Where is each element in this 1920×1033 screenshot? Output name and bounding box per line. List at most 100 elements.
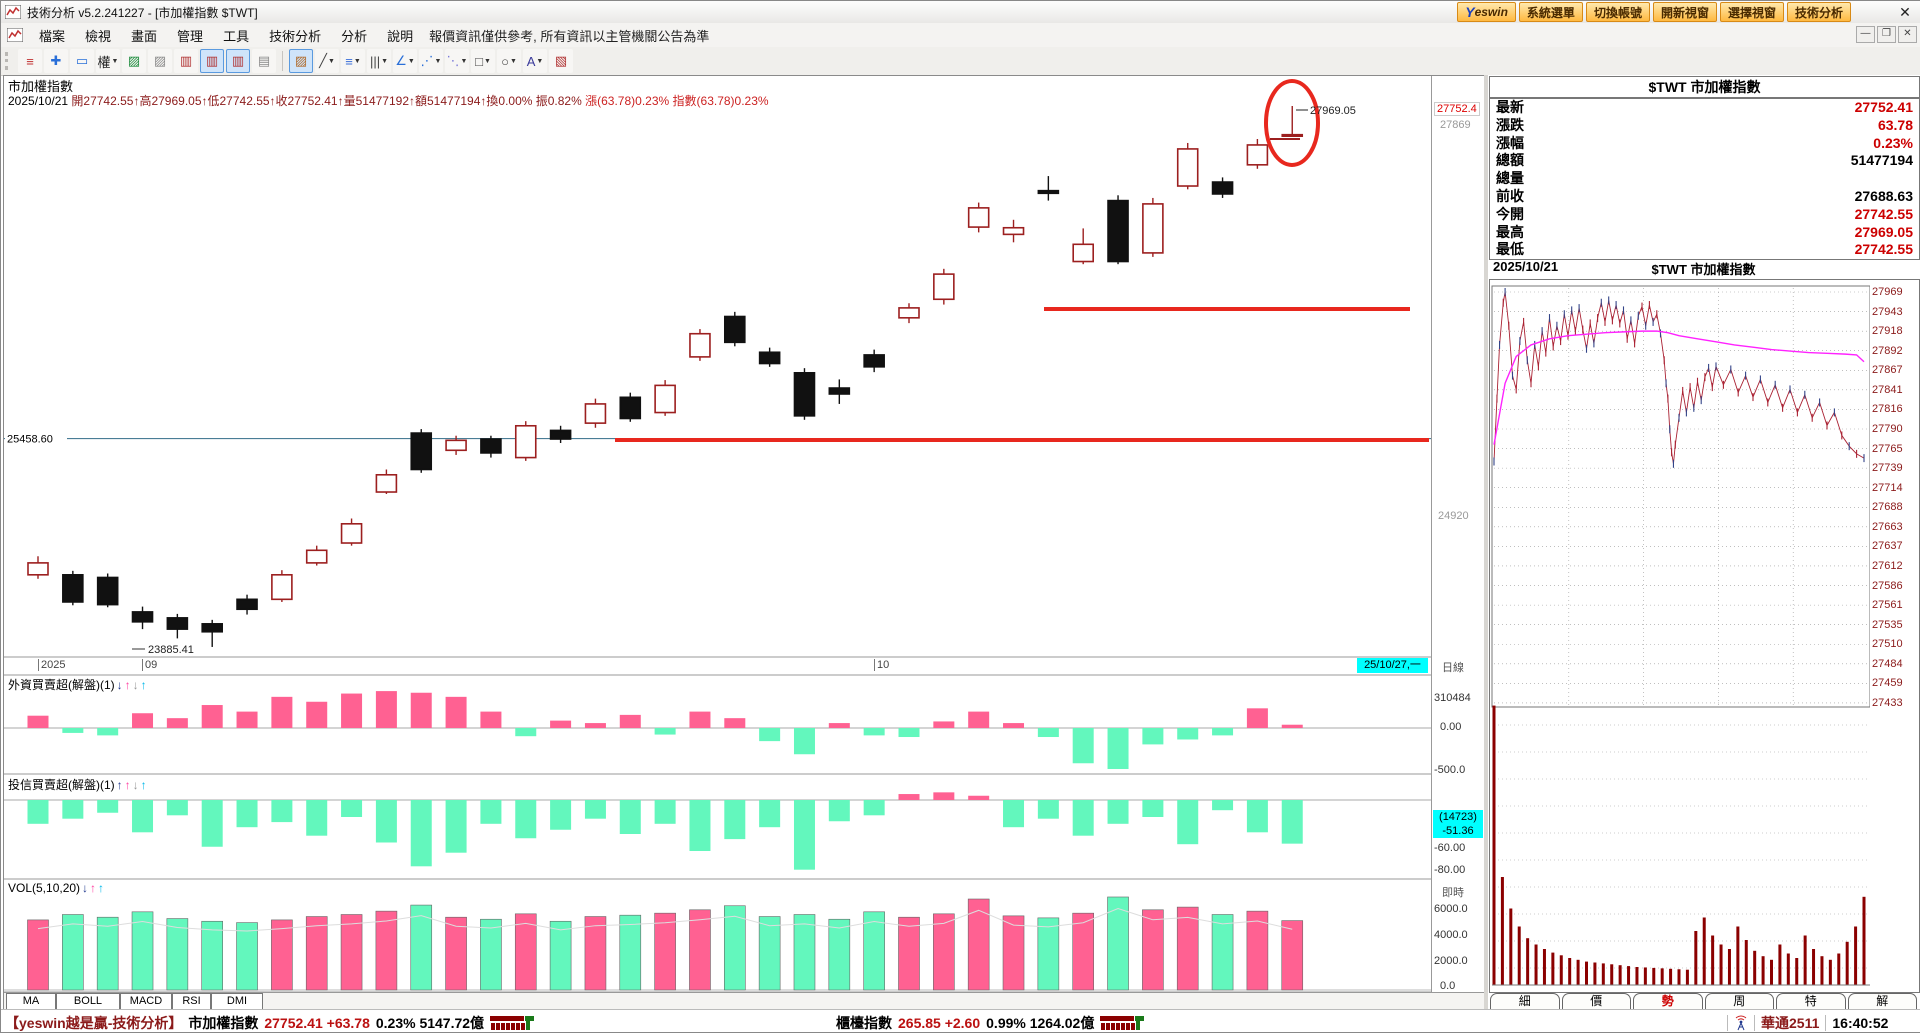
tab-macd[interactable]: MACD xyxy=(120,993,172,1010)
intraday-axis-label: 27586 xyxy=(1872,579,1903,592)
foreign-net-bar xyxy=(341,693,363,728)
trust-net-bar xyxy=(1281,800,1303,844)
line-tool-icon[interactable]: ╱ ▼ xyxy=(315,49,339,73)
svg-text:23885.41: 23885.41 xyxy=(148,644,194,656)
top-button-2[interactable]: 切換帳號 xyxy=(1585,2,1650,22)
daily-candlestick-chart: 25458.60 23885.41 27969.05 xyxy=(4,79,1485,993)
window-split-icon[interactable]: ▭ xyxy=(70,49,94,73)
candle xyxy=(1281,106,1304,137)
channel-tool-icon[interactable]: ⋰ ▼ xyxy=(419,49,443,73)
menu-item-技術分析[interactable]: 技術分析 xyxy=(269,28,322,44)
cursor-date-badge: 25/10/27,一 xyxy=(1357,658,1428,673)
foreign-net-bar xyxy=(654,728,676,735)
trendline-tool-icon[interactable]: ≡ ▼ xyxy=(341,49,365,73)
top-button-5[interactable]: 技術分析 xyxy=(1786,2,1851,22)
vol-axis-4000: 4000.0 xyxy=(1434,929,1468,941)
panel2-indicator-label[interactable]: 投信買賣超(解盤)(1) ↑ ↑ ↓ ↑ xyxy=(8,778,147,792)
intraday-axis-label: 27918 xyxy=(1872,325,1903,338)
right-tab-特[interactable]: 特 xyxy=(1776,993,1846,1009)
period-selector[interactable]: 日線 xyxy=(1442,662,1464,674)
ellipse-tool-icon[interactable]: ○ ▼ xyxy=(497,49,521,73)
chart-gray-icon[interactable]: ▨ xyxy=(148,49,172,73)
intraday-volume-bar xyxy=(1803,935,1807,985)
realtime-label[interactable]: 即時 xyxy=(1442,887,1464,899)
minimize-icon[interactable]: — xyxy=(1856,26,1875,43)
intraday-volume-bar xyxy=(1753,950,1757,985)
volume-bar xyxy=(898,916,920,991)
right-tab-周[interactable]: 周 xyxy=(1704,993,1774,1009)
flag-chart-icon[interactable]: ▧ xyxy=(549,49,573,73)
draw-hatch-icon[interactable]: ▨ xyxy=(289,49,313,73)
right-tab-解[interactable]: 解 xyxy=(1847,993,1917,1009)
intraday-volume-bar xyxy=(1845,941,1849,985)
foreign-net-bar xyxy=(828,723,850,728)
intraday-axis-label: 27943 xyxy=(1872,305,1903,318)
intraday-axis-label: 27816 xyxy=(1872,403,1903,416)
volume-bar xyxy=(549,920,572,991)
right-tab-價[interactable]: 價 xyxy=(1561,993,1631,1009)
right-tab-勢[interactable]: 勢 xyxy=(1633,993,1703,1009)
chart-frame-icon[interactable]: ▥ xyxy=(174,49,198,73)
menu-item-說明[interactable]: 說明 xyxy=(387,28,414,44)
candle xyxy=(1211,177,1234,198)
volume-bar xyxy=(1002,915,1025,991)
volume-bar xyxy=(27,919,49,991)
app-icon xyxy=(5,5,21,19)
menu-item-管理[interactable]: 管理 xyxy=(177,28,204,44)
trust-net-bar xyxy=(445,800,467,853)
status-symbol-1[interactable]: 市加權指數 xyxy=(188,1015,259,1031)
foreign-net-bar xyxy=(1246,708,1268,728)
layout-lines-icon[interactable]: ≡ xyxy=(18,49,42,73)
panel1-indicator-label[interactable]: 外資買賣超(解盤)(1) ↓ ↑ ↓ ↑ xyxy=(8,678,147,692)
hatch-lines-tool-icon[interactable]: ⋱ ▼ xyxy=(445,49,469,73)
tab-boll[interactable]: BOLL xyxy=(56,993,120,1010)
menu-item-工具[interactable]: 工具 xyxy=(223,28,250,44)
move-tool-icon[interactable]: ✚ xyxy=(44,49,68,73)
close-child-icon[interactable]: ✕ xyxy=(1898,26,1917,43)
panel3-indicator-label[interactable]: VOL(5,10,20) ↓ ↑ ↑ xyxy=(8,881,105,895)
rectangle-tool-icon[interactable]: □ ▼ xyxy=(471,49,495,73)
tab-ma[interactable]: MA xyxy=(6,993,56,1010)
menu-item-分析[interactable]: 分析 xyxy=(341,28,368,44)
intraday-volume-bar xyxy=(1812,949,1816,985)
chevron-down-icon: ▼ xyxy=(483,57,491,65)
toolbar-drag-handle[interactable] xyxy=(5,52,13,70)
trust-net-bar xyxy=(1212,800,1234,811)
vertical-lines-tool-icon[interactable]: ||| ▼ xyxy=(367,49,391,73)
panel-splitter[interactable] xyxy=(1484,75,1488,1009)
intraday-axis-label: 27790 xyxy=(1872,422,1903,435)
status-symbol-2[interactable]: 櫃檯指數 xyxy=(836,1015,892,1031)
top-button-3[interactable]: 開新視窗 xyxy=(1652,2,1717,22)
menu-item-畫面[interactable]: 畫面 xyxy=(131,28,158,44)
intraday-chart-box: 27969 27943 27918 27892 27867 27841 27816 27790… xyxy=(1489,279,1920,993)
chart-color-icon[interactable]: ▨ xyxy=(122,49,146,73)
signal-arrow-icon: ↑ xyxy=(140,778,147,792)
intraday-axis-label: 27841 xyxy=(1872,383,1903,396)
top-button-1[interactable]: 系統選單 xyxy=(1518,2,1583,22)
text-tool-icon[interactable]: A ▼ xyxy=(523,49,547,73)
chevron-down-icon: ▼ xyxy=(536,57,544,65)
tab-dmi[interactable]: DMI xyxy=(211,993,263,1010)
current-price-tag: 27752.4 xyxy=(1434,102,1480,116)
volume-bar xyxy=(1176,906,1199,991)
tab-rsi[interactable]: RSI xyxy=(172,993,211,1010)
volume-bar xyxy=(1107,896,1129,991)
rights-menu-icon[interactable]: 權 ▼ xyxy=(96,49,120,73)
glyph: ▧ xyxy=(554,53,568,68)
restore-icon[interactable]: ❐ xyxy=(1877,26,1896,43)
chart-clock-icon[interactable]: ▤ xyxy=(252,49,276,73)
right-tab-細[interactable]: 細 xyxy=(1490,993,1560,1009)
status-volume-1: 0.23% 5147.72億 xyxy=(375,1015,485,1031)
candle xyxy=(933,268,955,305)
vol-axis-2000: 2000.0 xyxy=(1434,955,1468,967)
fan-lines-tool-icon[interactable]: ∠ ▼ xyxy=(393,49,417,73)
menu-item-檔案[interactable]: 檔案 xyxy=(39,28,66,44)
axis-price-mid: 24920 xyxy=(1438,510,1469,522)
top-button-4[interactable]: 選擇視窗 xyxy=(1719,2,1784,22)
chart-frame2-icon[interactable]: ▥ xyxy=(200,49,224,73)
close-icon[interactable]: ✕ xyxy=(1899,4,1911,20)
menu-item-檢視[interactable]: 檢視 xyxy=(85,28,112,44)
glyph: ▤ xyxy=(257,53,271,68)
chart-frame3-icon[interactable]: ▥ xyxy=(226,49,250,73)
